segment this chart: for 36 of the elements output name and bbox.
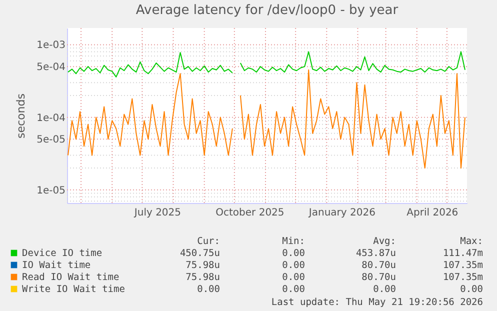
text: 80.70u [362, 272, 396, 283]
text: Last update: Thu May 21 19:20:56 2026 [271, 297, 484, 308]
text: 450.75u [180, 248, 220, 259]
x-tick-label: April 2026 [406, 208, 458, 218]
legend-label: Read IO Wait time [22, 272, 120, 283]
text: 0.00 [282, 284, 306, 295]
legend-label: Write IO Wait time [22, 284, 126, 295]
x-tick-label: July 2025 [133, 208, 182, 218]
text: 0.00 [282, 260, 306, 271]
text: 0.00 [282, 272, 306, 283]
text: 0.00 [373, 284, 396, 295]
text: 80.70u [362, 260, 396, 271]
text: 0.00 [197, 284, 220, 295]
text: 111.47m [442, 248, 484, 259]
chart-title: Average latency for /dev/loop0 - by year [136, 3, 399, 18]
x-tick-label: October 2025 [216, 208, 284, 218]
legend-label: Device IO time [22, 248, 102, 259]
text: Min: [282, 236, 305, 247]
y-tick-label: 5e-04 [36, 62, 66, 74]
y-axis-title: seconds [14, 93, 28, 138]
text: 453.87u [356, 248, 396, 259]
text: 107.35m [442, 272, 484, 283]
x-tick-label: January 2026 [308, 208, 376, 218]
y-tick-label: 5e-05 [36, 134, 66, 146]
y-tick-label: 1e-05 [36, 185, 66, 196]
text: Max: [460, 236, 483, 247]
legend-label: IO Wait time [22, 260, 91, 271]
text: Cur: [197, 236, 220, 247]
y-tick-label: 1e-03 [36, 40, 66, 52]
y-tick-label: 1e-04 [36, 112, 66, 124]
text: 75.98u [186, 260, 220, 271]
text: 0.00 [460, 284, 484, 295]
text: 107.35m [442, 260, 484, 271]
text: 0.00 [282, 248, 306, 259]
text: 75.98u [186, 272, 220, 283]
text: Avg: [373, 236, 396, 247]
